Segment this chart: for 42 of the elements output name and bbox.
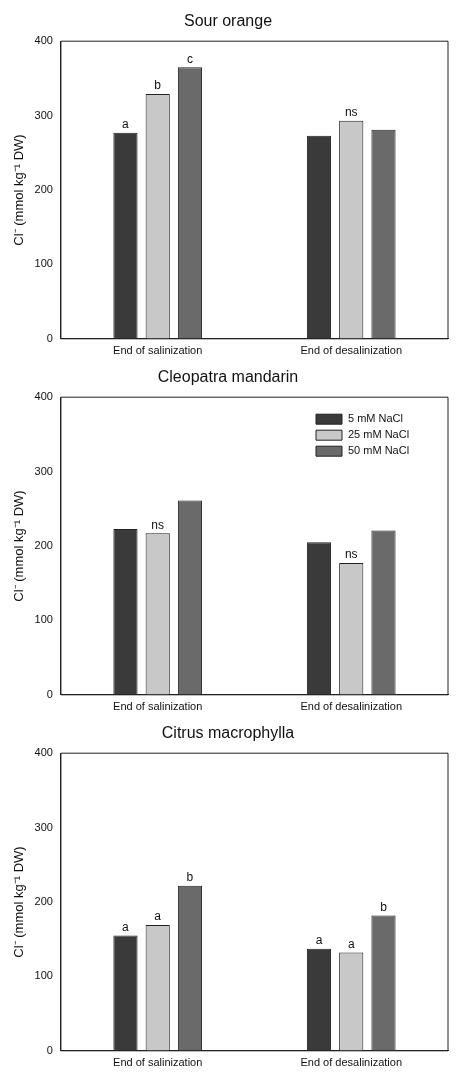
- x-tick-label: End of salinization: [113, 700, 203, 713]
- data-label: c: [186, 51, 193, 66]
- x-tick-label: End of desalinization: [300, 700, 402, 713]
- legend-label: 25 mM NaCl: [348, 428, 410, 441]
- y-tick-label: 0: [46, 331, 53, 344]
- data-label: b: [186, 869, 194, 884]
- y-tick-label: 400: [34, 746, 53, 759]
- y-tick-label: 0: [46, 687, 53, 700]
- data-label: ns: [151, 517, 165, 532]
- y-tick-label: 300: [34, 464, 53, 477]
- data-label: a: [315, 933, 323, 948]
- chart-title: Cleopatra mandarin: [157, 368, 299, 386]
- legend-label: 5 mM NaCl: [348, 412, 404, 425]
- y-axis-title: Cl⁻ (mmol kg⁻¹ DW): [11, 490, 27, 602]
- y-tick-label: 0: [46, 1043, 53, 1056]
- data-label: a: [122, 919, 130, 934]
- y-tick-label: 300: [34, 820, 53, 833]
- data-label: b: [380, 899, 388, 914]
- data-label: a: [154, 909, 162, 924]
- y-tick-label: 100: [34, 257, 53, 270]
- y-tick-label: 400: [34, 390, 53, 403]
- y-tick-label: 100: [34, 969, 53, 982]
- chart-title: Sour orange: [183, 12, 273, 30]
- y-tick-label: 400: [34, 34, 53, 47]
- y-tick-label: 200: [34, 539, 53, 552]
- data-label: ns: [344, 547, 358, 562]
- y-tick-label: 200: [34, 183, 53, 196]
- y-tick-label: 100: [34, 613, 53, 626]
- x-tick-label: End of desalinization: [300, 344, 402, 357]
- data-label: a: [122, 117, 130, 132]
- data-label: b: [154, 78, 162, 93]
- y-axis-title: Cl⁻ (mmol kg⁻¹ DW): [11, 846, 27, 958]
- data-label: a: [347, 936, 355, 951]
- y-tick-label: 200: [34, 895, 53, 908]
- x-tick-label: End of desalinization: [300, 1056, 402, 1069]
- data-label: ns: [344, 105, 358, 120]
- chart-title: Citrus macrophylla: [161, 724, 295, 742]
- y-tick-label: 300: [34, 108, 53, 121]
- legend-label: 50 mM NaCl: [348, 444, 410, 457]
- x-tick-label: End of salinization: [113, 344, 203, 357]
- y-axis-title: Cl⁻ (mmol kg⁻¹ DW): [11, 134, 27, 246]
- x-tick-label: End of salinization: [113, 1056, 203, 1069]
